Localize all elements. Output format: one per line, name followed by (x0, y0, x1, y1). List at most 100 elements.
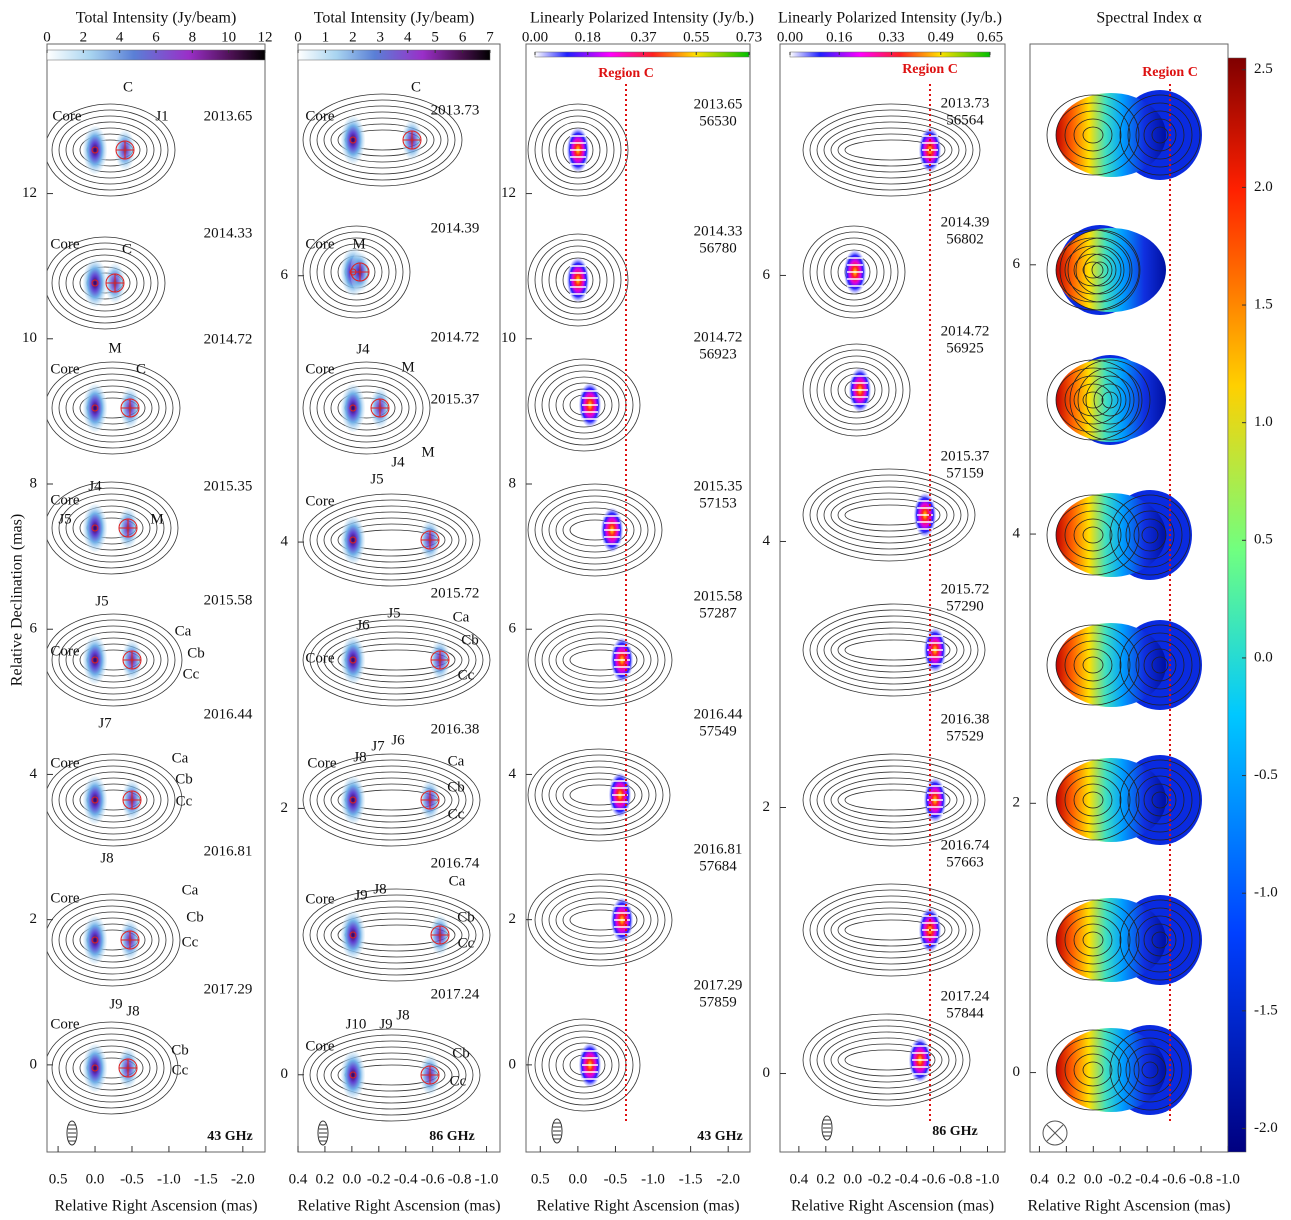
x-tick-label: -1.0 (976, 1171, 1000, 1187)
y-tick-label: 8 (509, 475, 517, 491)
x-tick-label: -0.5 (604, 1171, 628, 1187)
component-label: J9 (109, 996, 122, 1012)
panel: Region C0.50.0-0.5-1.0-1.5-2.0Relative R… (501, 10, 762, 1215)
colorbar-tick-label: 6 (459, 29, 467, 45)
component-label: Cc (182, 934, 199, 950)
component-label: J6 (356, 617, 370, 633)
colorbar-tick-label: 0.49 (928, 29, 954, 45)
x-tick-label: 0.0 (1084, 1171, 1103, 1187)
epoch-label: 2015.72 (431, 585, 480, 601)
y-tick-label: 4 (1013, 525, 1021, 541)
epoch-label: 2016.74 (941, 837, 990, 853)
component-label: J8 (100, 850, 113, 866)
component-label: J7 (98, 715, 112, 731)
component-label: M (108, 340, 121, 356)
contour (317, 626, 476, 694)
colorbar-tick-label: 1.0 (1254, 414, 1273, 430)
region-label: Region C (902, 62, 958, 77)
colorbar-tick-label: 0.0 (1254, 649, 1273, 665)
colorbar-tick-label: 5 (431, 29, 439, 45)
x-tick-label: -0.8 (949, 1171, 973, 1187)
component-label: Cc (448, 806, 465, 822)
component-label: M (150, 511, 163, 527)
colorbar-title: Linearly Polarized Intensity (Jy/b.) (530, 10, 754, 27)
component-label: Ca (448, 753, 465, 769)
component-label: Cb (187, 645, 205, 661)
epoch-label: 2014.72 (204, 331, 253, 347)
component-label: Cb (171, 1042, 189, 1058)
component-label: J4 (391, 454, 405, 470)
epoch-label: 2014.33 (694, 223, 743, 239)
mjd-label: 56925 (946, 340, 984, 356)
epoch-label: 2016.81 (694, 841, 743, 857)
contour (549, 767, 649, 823)
contour (528, 484, 662, 576)
y-tick-label: 10 (501, 330, 516, 346)
component-label: J10 (346, 1016, 367, 1032)
mjd-label: 57153 (699, 495, 737, 511)
x-axis-label: Relative Right Ascension (mas) (791, 1198, 994, 1215)
colorbar-tick-label: 0.5 (1254, 532, 1273, 548)
y-tick-label: 6 (763, 267, 771, 283)
component-label: M (352, 236, 365, 252)
contour (817, 116, 966, 184)
epoch-label: 2014.72 (431, 329, 480, 345)
component-label: J7 (371, 738, 385, 754)
intensity (341, 516, 365, 564)
panel: Region C0.40.20.0-0.2-0.4-0.6-0.8-1.0Rel… (1013, 10, 1278, 1215)
mjd-label: 56530 (699, 113, 737, 129)
x-tick-label: 0.2 (316, 1171, 335, 1187)
mjd-label: 57549 (699, 723, 737, 739)
component-label: Core (305, 650, 335, 666)
intensity (83, 776, 107, 824)
intensity (83, 504, 107, 552)
image-layer (528, 104, 672, 1111)
frequency-label: 43 GHz (207, 1129, 253, 1144)
contour (324, 380, 409, 436)
component-label: J9 (379, 1016, 392, 1032)
intensity (83, 636, 107, 684)
epoch-label: 2015.37 (941, 448, 990, 464)
x-axis-label: Relative Right Ascension (mas) (297, 1198, 500, 1215)
x-tick-label: -0.5 (120, 1171, 144, 1187)
y-tick-label: 6 (281, 267, 289, 283)
intensity (341, 776, 365, 824)
x-tick-label: -2.0 (231, 1171, 255, 1187)
panel: 0.50.0-0.5-1.0-1.5-2.0Relative Right Asc… (9, 10, 273, 1215)
x-tick-label: 0.4 (1030, 1171, 1049, 1187)
contour (549, 892, 651, 948)
contour (803, 604, 985, 696)
colorbar-tick-label: 3 (377, 29, 385, 45)
component-label: Cb (461, 632, 479, 648)
epoch-label: 2014.72 (694, 329, 743, 345)
component-label: Cb (457, 909, 475, 925)
component-label: Ca (172, 750, 189, 766)
contour (317, 374, 416, 442)
colorbar-tick-label: 7 (486, 29, 494, 45)
colorbar-tick-label: 12 (258, 29, 273, 45)
mjd-label: 57663 (946, 854, 984, 870)
panel: Region C0.40.20.0-0.2-0.4-0.6-0.8-1.0Rel… (763, 10, 1006, 1215)
contour (803, 469, 975, 561)
component-label: Cb (452, 1045, 470, 1061)
component-label: Core (50, 755, 80, 771)
component-label: Ca (453, 609, 470, 625)
intensity (341, 384, 365, 432)
colorbar-tick-label: 2 (349, 29, 357, 45)
y-tick-label: 12 (22, 185, 37, 201)
epoch-label: 2016.38 (941, 711, 990, 727)
x-axis-label: Relative Right Ascension (mas) (54, 1198, 257, 1215)
contour (803, 884, 980, 976)
x-axis-label: Relative Right Ascension (mas) (1027, 1198, 1230, 1215)
x-tick-label: -0.4 (895, 1171, 919, 1187)
x-tick-label: 0.5 (531, 1171, 550, 1187)
y-tick-label: 6 (1013, 256, 1021, 272)
y-tick-label: 10 (22, 330, 37, 346)
component-label: Core (305, 493, 335, 509)
x-tick-label: -0.4 (1135, 1171, 1159, 1187)
epoch-label: 2016.81 (204, 843, 253, 859)
y-tick-label: 0 (509, 1056, 517, 1072)
component-label: J1 (155, 108, 168, 124)
component-label: J5 (95, 593, 108, 609)
contour (59, 766, 168, 834)
